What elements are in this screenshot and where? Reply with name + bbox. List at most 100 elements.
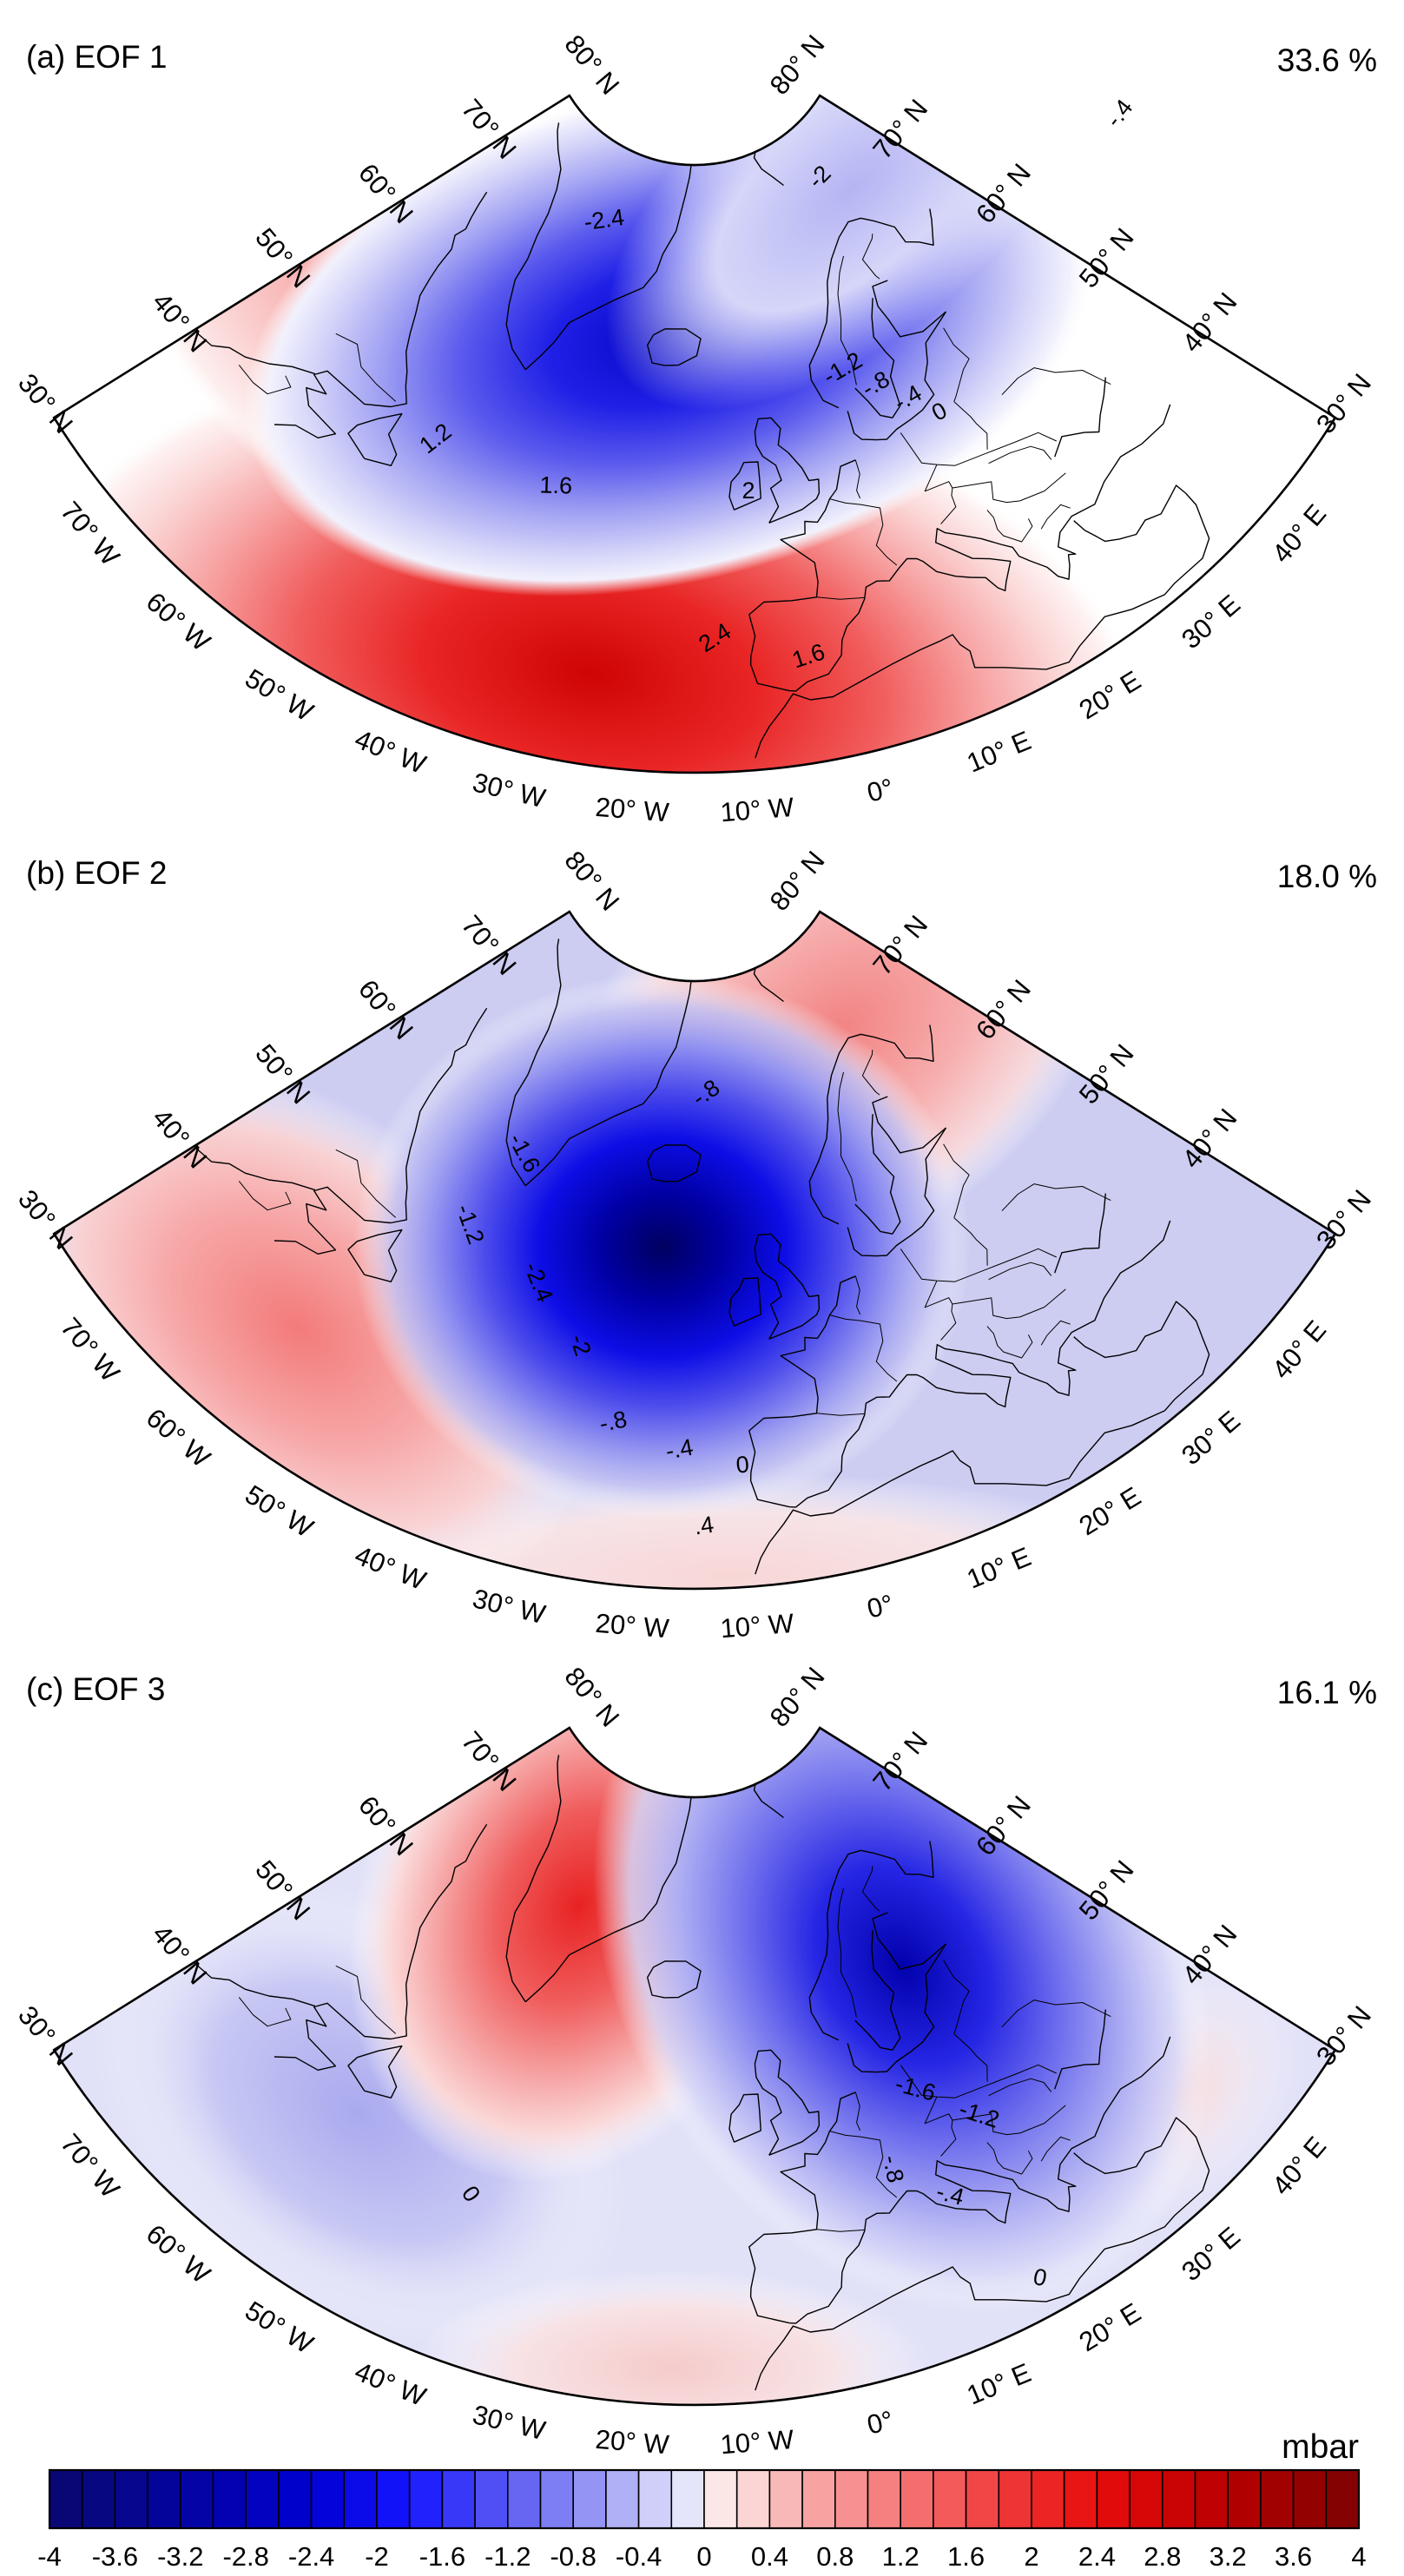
coastline bbox=[847, 311, 947, 441]
country-border bbox=[943, 1960, 970, 2034]
colorbar-frame bbox=[48, 2468, 1361, 2530]
colorbar-tick--0.4: -0.4 bbox=[616, 2541, 662, 2572]
colorbar-tick-4: 4 bbox=[1351, 2541, 1366, 2572]
coastline bbox=[347, 412, 403, 466]
coastline bbox=[728, 2093, 761, 2143]
colorbar-tick-2: 2 bbox=[1024, 2541, 1038, 2572]
country-border bbox=[837, 1888, 857, 2018]
country-border bbox=[1040, 504, 1071, 530]
coastline bbox=[1054, 377, 1106, 458]
colorbar-tick-3.2: 3.2 bbox=[1210, 2541, 1247, 2572]
contour-label: 1.6 bbox=[539, 471, 573, 498]
colorbar-cell bbox=[965, 2469, 1000, 2529]
coastline bbox=[754, 1233, 821, 1340]
coastline bbox=[524, 164, 692, 371]
coastline bbox=[754, 2049, 821, 2156]
colorbar-tick--2.4: -2.4 bbox=[288, 2541, 334, 2572]
colorbar-cell bbox=[212, 2469, 247, 2529]
coastline bbox=[808, 1033, 875, 1225]
colorbar-cell bbox=[1260, 2469, 1295, 2529]
country-border bbox=[1040, 1320, 1071, 1346]
map-root-b: 30° N 30° N40° N 40° N50° N 50° N60° N 60° N… bbox=[12, 845, 1377, 1644]
coastline bbox=[524, 980, 692, 1187]
lon-label--50: 50° W bbox=[240, 662, 319, 728]
country-border bbox=[837, 1071, 857, 1202]
country-border bbox=[952, 1288, 1066, 1320]
variance-label-b: 18.0 % bbox=[1277, 859, 1377, 894]
country-border bbox=[900, 2064, 1058, 2098]
colorbar-cell bbox=[703, 2469, 738, 2529]
panel-title-b: (b) EOF 2 bbox=[26, 855, 167, 891]
coastline bbox=[854, 298, 901, 418]
lon-label--20: 20° W bbox=[594, 2424, 670, 2461]
map-outline-c bbox=[52, 1726, 1337, 2407]
colorbar-cell bbox=[278, 2469, 313, 2529]
colorbar-tick--2.8: -2.8 bbox=[222, 2541, 268, 2572]
country-border bbox=[943, 327, 970, 402]
colorbar-cell bbox=[408, 2469, 444, 2529]
colorbar-cell bbox=[441, 2469, 476, 2529]
coastline bbox=[1073, 2117, 1186, 2175]
colorbar-cell bbox=[114, 2469, 148, 2529]
colorbar-ticks: -4 -3.6 -3.2 -2.8 -2.4 -2 -1.6 -1.2 -0.8 -0.4 0 0.4… bbox=[37, 2541, 1366, 2572]
lat-label-80-right: 80° N bbox=[764, 845, 831, 916]
colorbar-cell bbox=[474, 2469, 509, 2529]
lat-label-30-right: 30° N bbox=[1310, 1184, 1377, 1255]
country-border bbox=[829, 498, 898, 566]
country-border bbox=[816, 1413, 865, 1416]
lon-label--50: 50° W bbox=[240, 1479, 319, 1544]
contour-label: 2 bbox=[742, 478, 755, 504]
lon-label--20: 20° W bbox=[594, 792, 670, 828]
colorbar-unit-label: mbar bbox=[1282, 2428, 1359, 2466]
country-border bbox=[943, 1143, 970, 1218]
colorbar-cell bbox=[1096, 2469, 1130, 2529]
country-border bbox=[952, 472, 1066, 504]
country-border bbox=[988, 2078, 1052, 2097]
coastline bbox=[847, 1943, 947, 2073]
colorbar-tick--0.8: -0.8 bbox=[550, 2541, 596, 2572]
coastline bbox=[1073, 484, 1186, 543]
contour-label: -.8 bbox=[597, 1406, 629, 1437]
coastline bbox=[647, 1144, 702, 1183]
map-eof-3: 30° N 30° N40° N 40° N50° N 50° N60° N 60° N… bbox=[12, 1661, 1377, 2461]
coastline bbox=[728, 1277, 761, 1327]
country-border bbox=[854, 1275, 861, 1315]
colorbar-cell bbox=[768, 2469, 803, 2529]
contour-label: -.8 bbox=[878, 2153, 909, 2185]
coastline bbox=[808, 217, 875, 409]
colorbar-cell bbox=[1063, 2469, 1098, 2529]
coastline bbox=[753, 967, 784, 1003]
coastline bbox=[274, 1823, 488, 2071]
country-border bbox=[861, 234, 880, 280]
lon-label-10: 10° E bbox=[962, 2357, 1035, 2410]
colorbar-cell bbox=[572, 2469, 607, 2529]
coastline bbox=[753, 151, 784, 187]
country-border bbox=[986, 1326, 1033, 1359]
lon-label-40: 40° E bbox=[1266, 2131, 1332, 2201]
colorbar-tick-0.4: 0.4 bbox=[751, 2541, 788, 2572]
panel-eof-1: 30° N 30° N 40° N 40° N 50° N 50° N 60° N 60° N… bbox=[0, 0, 1404, 833]
colorbar-tick-2.4: 2.4 bbox=[1078, 2541, 1116, 2572]
colorbar-cell bbox=[670, 2469, 705, 2529]
colorbar-cells bbox=[48, 2468, 1361, 2530]
colorbar-cell bbox=[376, 2469, 411, 2529]
contour-label: -.4 bbox=[1100, 95, 1137, 132]
colorbar-tick--4: -4 bbox=[37, 2541, 62, 2572]
map-outline-b bbox=[52, 910, 1337, 1591]
variance-label-c: 16.1 % bbox=[1277, 1675, 1377, 1710]
colorbar-tick--1.6: -1.6 bbox=[419, 2541, 465, 2572]
country-border bbox=[1001, 1183, 1111, 1212]
lat-label-80-right: 80° N bbox=[764, 1661, 831, 1732]
colorbar-cell bbox=[81, 2469, 116, 2529]
country-border bbox=[953, 401, 988, 450]
country-border bbox=[238, 1997, 292, 2027]
colorbar-tick--3.2: -3.2 bbox=[157, 2541, 203, 2572]
country-border bbox=[854, 459, 861, 499]
colorbar-cell bbox=[1194, 2469, 1229, 2529]
country-border bbox=[952, 2105, 1066, 2136]
colorbar-cell bbox=[245, 2469, 280, 2529]
colorbar-cell bbox=[1325, 2469, 1360, 2529]
panel-eof-2: 30° N 30° N 40° N 40° N 50° N 50° N 60° N 60° N… bbox=[0, 816, 1404, 1650]
panel-title-c: (c) EOF 3 bbox=[26, 1671, 165, 1707]
